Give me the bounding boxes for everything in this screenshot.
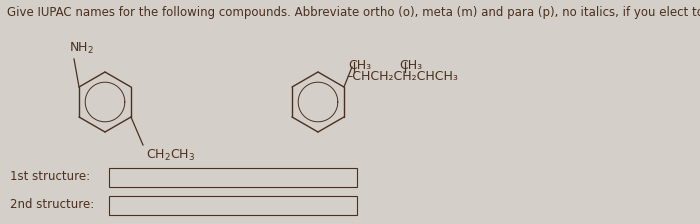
Text: CH₃: CH₃ — [348, 59, 371, 72]
FancyBboxPatch shape — [108, 168, 357, 187]
FancyBboxPatch shape — [108, 196, 357, 215]
Text: Give IUPAC names for the following compounds. Abbreviate ortho (o), meta (m) and: Give IUPAC names for the following compo… — [7, 6, 700, 19]
Text: NH$_2$: NH$_2$ — [69, 41, 94, 56]
Text: 2nd structure:: 2nd structure: — [10, 198, 94, 211]
Text: CH₃: CH₃ — [399, 59, 422, 72]
Text: –CHCH₂CH₂CHCH₃: –CHCH₂CH₂CHCH₃ — [346, 70, 458, 83]
Text: 1st structure:: 1st structure: — [10, 170, 90, 183]
Text: CH$_2$CH$_3$: CH$_2$CH$_3$ — [146, 148, 195, 163]
